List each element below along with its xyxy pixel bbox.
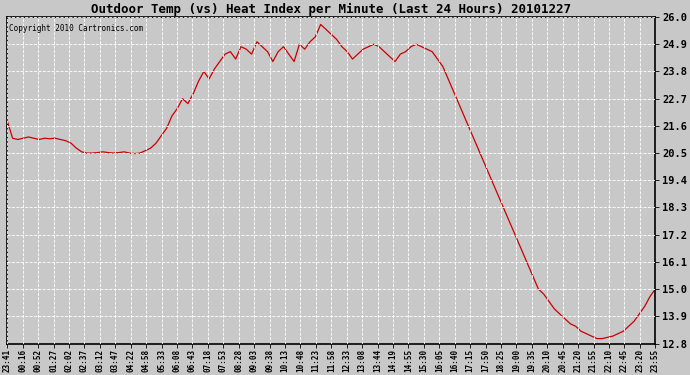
Text: Copyright 2010 Cartronics.com: Copyright 2010 Cartronics.com	[8, 24, 143, 33]
Title: Outdoor Temp (vs) Heat Index per Minute (Last 24 Hours) 20101227: Outdoor Temp (vs) Heat Index per Minute …	[91, 3, 571, 16]
